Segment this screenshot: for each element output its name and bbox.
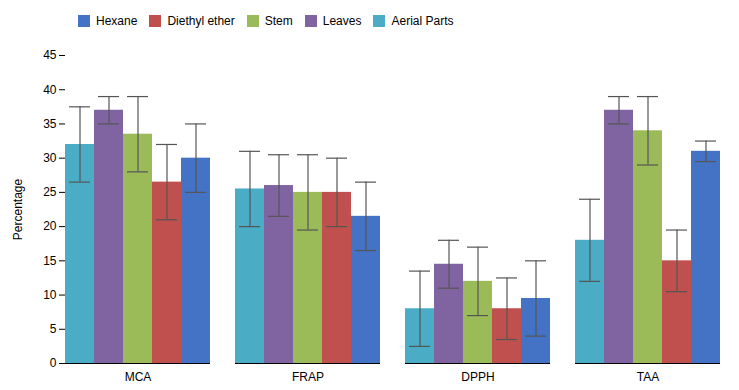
- svg-text:TAA: TAA: [637, 370, 659, 384]
- svg-text:35: 35: [43, 117, 57, 131]
- svg-text:DPPH: DPPH: [461, 370, 494, 384]
- svg-text:10: 10: [43, 288, 57, 302]
- html-text:Stem: Stem: [264, 13, 293, 28]
- svg-text:5: 5: [50, 322, 57, 336]
- svg-text:0: 0: [50, 356, 57, 370]
- svg-text:20: 20: [43, 219, 57, 233]
- html-text:Leaves: Leaves: [322, 13, 362, 28]
- svg-text:15: 15: [43, 254, 57, 268]
- html-text:Aerial Parts: Aerial Parts: [391, 13, 454, 28]
- html-text:Diethyl ether: Diethyl ether: [167, 13, 235, 28]
- svg-text:MCA: MCA: [125, 370, 152, 384]
- html-text:Hexane: Hexane: [96, 13, 138, 28]
- svg-text:25: 25: [43, 185, 57, 199]
- svg-text:45: 45: [43, 48, 57, 62]
- svg-text:FRAP: FRAP: [292, 370, 324, 384]
- svg-text:Percentage: Percentage: [11, 178, 25, 240]
- svg-text:40: 40: [43, 83, 57, 97]
- svg-text:30: 30: [43, 151, 57, 165]
